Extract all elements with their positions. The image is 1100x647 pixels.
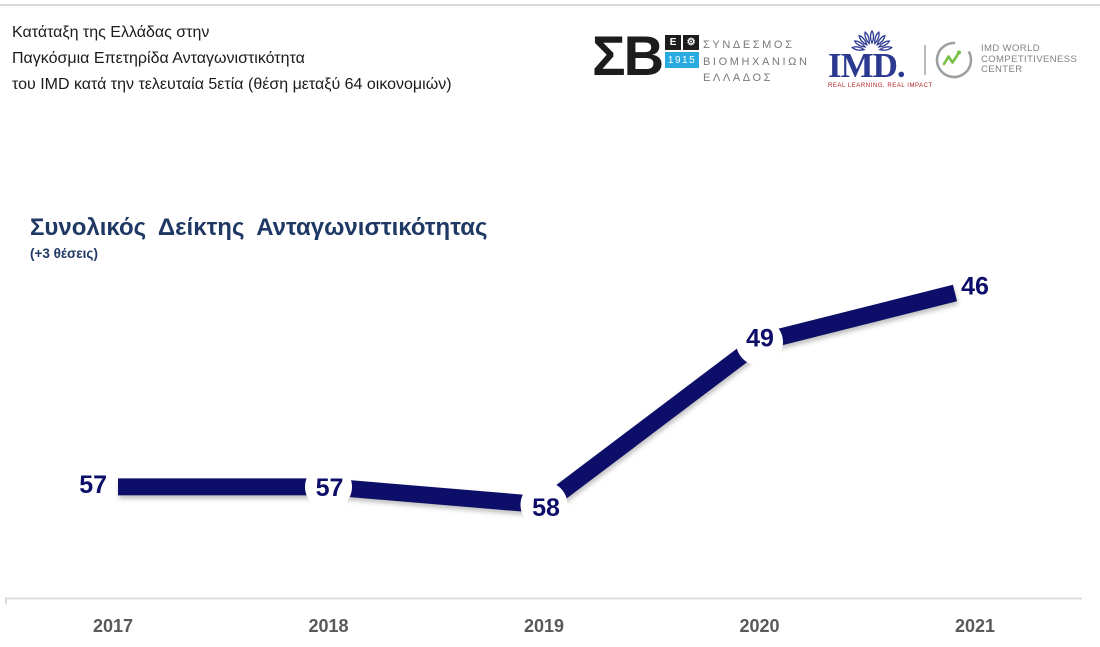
wcc-name: IMD WORLD COMPETITIVENESS CENTER — [981, 42, 1078, 76]
chart-subtitle: (+3 θέσεις) — [30, 246, 98, 261]
x-axis-label: 2018 — [308, 616, 348, 636]
data-point-label: 58 — [532, 494, 560, 522]
x-axis-label: 2021 — [955, 616, 995, 636]
x-axis-label: 2019 — [524, 616, 564, 636]
sbe-e-block: Ε — [665, 35, 682, 50]
gear-icon: ⚙ — [683, 35, 700, 50]
wcc-name-line: IMD WORLD — [981, 42, 1041, 54]
report-title-line: Κατάταξη της Ελλάδας στην — [12, 24, 210, 41]
data-point-label: 46 — [961, 272, 989, 300]
top-divider — [0, 4, 1100, 6]
wcc-name-line: COMPETITIVENESS — [981, 53, 1078, 65]
label-halo — [305, 463, 352, 511]
data-series-line — [118, 284, 958, 514]
sbe-name-line: ΣΥΝΔΕΣΜΟΣ — [703, 39, 795, 51]
imd-fan-icon — [851, 29, 893, 51]
label-halo — [736, 318, 783, 366]
sbe-logo: ΣΒ Ε ⚙ 1915 — [592, 24, 700, 87]
report-title-line: του IMD κατά την τελευταία 5ετία (θέση μ… — [12, 76, 452, 93]
data-point-label: 57 — [316, 474, 344, 502]
wcc-name-line: CENTER — [981, 64, 1023, 76]
data-point-label: 57 — [79, 471, 107, 499]
chart-title: Συνολικός Δείκτης Ανταγωνιστικότητας — [30, 214, 488, 241]
wcc-logo: IMD WORLD COMPETITIVENESS CENTER — [933, 39, 1077, 81]
report-title-line: Παγκόσμια Επετηρίδα Ανταγωνιστικότητα — [12, 50, 305, 67]
label-halo — [520, 481, 568, 529]
sbe-logo-blocks: Ε ⚙ 1915 — [665, 35, 700, 68]
imd-logo: IMD. REAL LEARNING. REAL IMPACT — [828, 28, 933, 89]
sbe-acronym: ΣΒ — [592, 24, 664, 87]
sbe-name-line: ΕΛΛΑΔΟΣ — [703, 72, 774, 84]
imd-wordmark: IMD. — [828, 46, 906, 85]
sbe-name: ΣΥΝΔΕΣΜΟΣ ΒΙΟΜΗΧΑΝΙΩΝ ΕΛΛΑΔΟΣ — [703, 37, 810, 87]
x-axis-label: 2020 — [739, 616, 779, 636]
sbe-name-line: ΒΙΟΜΗΧΑΝΙΩΝ — [703, 55, 810, 68]
sbe-year-badge: 1915 — [665, 52, 700, 68]
report-title: Κατάταξη της Ελλάδας στην Παγκόσμια Επετ… — [12, 20, 452, 98]
sbe-logo-row: Ε ⚙ — [665, 35, 700, 50]
imd-tagline: REAL LEARNING. REAL IMPACT — [828, 83, 933, 89]
data-point-label: 49 — [746, 325, 774, 353]
logo-separator — [924, 45, 926, 75]
wcc-circle-icon — [935, 41, 973, 79]
x-axis-label: 2017 — [93, 616, 133, 636]
